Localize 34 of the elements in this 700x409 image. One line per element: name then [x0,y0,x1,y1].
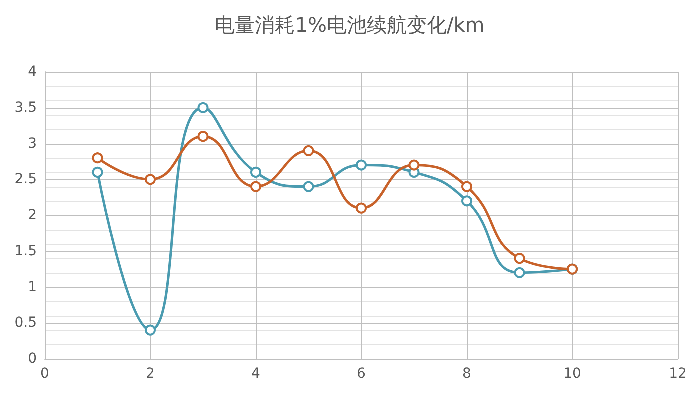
point [303,181,314,192]
y-tick-label: 0 [28,351,37,367]
y-tick-label: 1 [28,279,37,296]
x-tick-label: 4 [252,366,261,382]
point [356,202,367,214]
point [514,267,526,278]
point [145,324,156,336]
y-tick-label: 0.5 [14,315,37,332]
chart-title: 电量消耗1%电池续航变化/km [215,13,485,37]
point [250,166,262,178]
point [462,196,472,207]
point [356,160,367,171]
x-tick-label: 6 [357,366,366,382]
point [198,131,209,142]
y-tick-label: 2 [28,208,37,224]
point [303,145,314,156]
point [408,160,420,171]
y-tick-label: 3 [28,136,37,152]
x-tick-label: 8 [462,366,472,382]
point [145,174,156,186]
x-tick-label: 12 [669,366,687,382]
y-tick-label: 3.5 [14,100,37,116]
y-tick-label: 4 [28,64,38,80]
point [198,102,209,114]
y-tick-label: 2.5 [14,172,37,188]
x-tick-label: 2 [146,366,155,382]
point [92,152,104,164]
x-tick-label: 0 [40,366,50,382]
point [250,181,262,192]
point [514,253,526,264]
point [92,166,104,178]
point [462,181,472,192]
y-tick-label: 1.5 [14,243,37,260]
x-tick-label: 10 [564,366,582,382]
